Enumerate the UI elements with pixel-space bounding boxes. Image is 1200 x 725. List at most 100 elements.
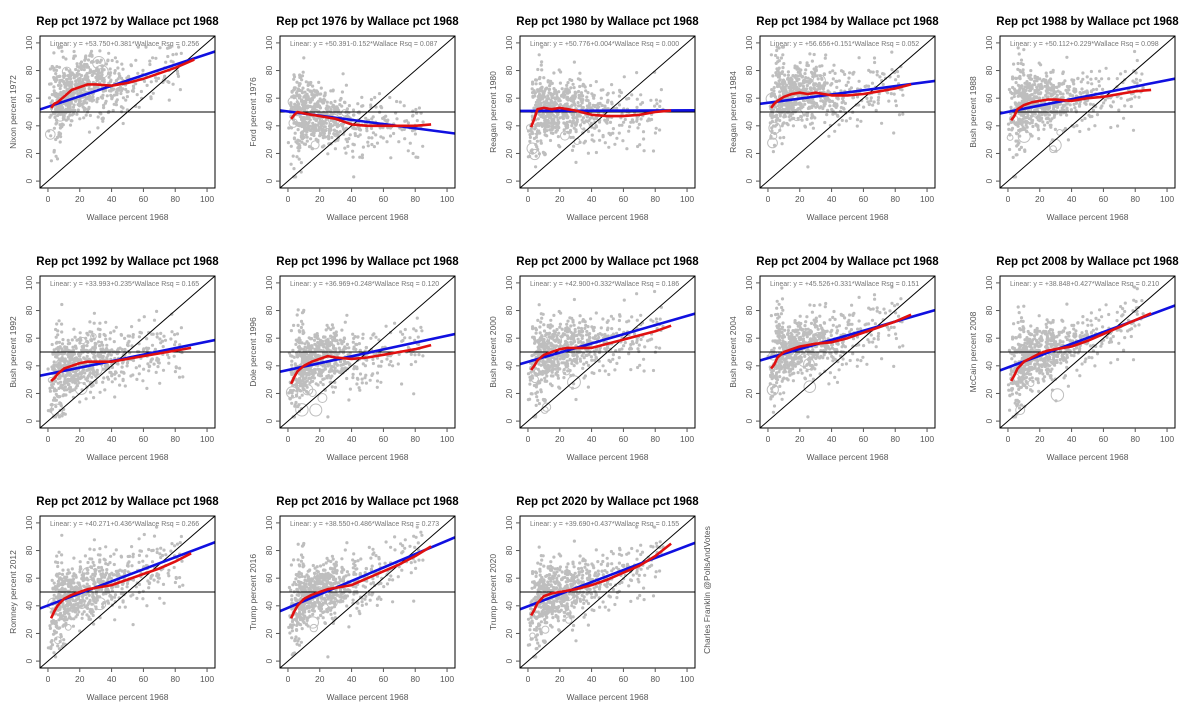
data-point [358, 156, 361, 159]
data-point [873, 61, 876, 64]
data-point [311, 96, 314, 99]
data-point [68, 114, 71, 117]
data-point [1022, 73, 1025, 76]
x-tick-label: 60 [859, 194, 869, 204]
data-point [531, 87, 534, 90]
data-point [1033, 83, 1036, 86]
data-point [783, 74, 786, 77]
data-point [96, 126, 99, 129]
data-point [311, 380, 314, 383]
plot-area [1000, 36, 1175, 188]
data-point [1025, 97, 1028, 100]
data-point [1086, 75, 1089, 78]
data-point [528, 383, 531, 386]
y-tick-label: 100 [984, 36, 994, 50]
data-point [851, 96, 854, 99]
data-point [545, 87, 548, 90]
data-point [60, 79, 63, 82]
data-point [1029, 74, 1032, 77]
data-point [543, 128, 546, 131]
data-point [559, 70, 562, 73]
data-point [290, 145, 293, 148]
data-point [145, 387, 148, 390]
data-point [858, 56, 861, 59]
y-axis-label: Bush percent 1988 [968, 76, 978, 148]
y-tick-label: 80 [264, 66, 274, 76]
data-point [543, 122, 546, 125]
data-point [140, 331, 143, 334]
data-point [69, 77, 72, 80]
data-point [584, 140, 587, 143]
chart-panel: Linear: y = +50.112+0.229*Wallace Rsq = … [968, 16, 1179, 222]
data-point [823, 103, 826, 106]
data-point [292, 155, 295, 158]
y-tick-label: 20 [984, 148, 994, 158]
data-point [660, 88, 663, 91]
data-point [97, 328, 100, 331]
data-point [302, 71, 305, 74]
panel-title: Rep pct 1988 by Wallace pct 1968 [996, 16, 1179, 28]
data-point [167, 362, 170, 365]
data-point [325, 107, 328, 110]
data-point [598, 121, 601, 124]
data-point [155, 310, 158, 313]
data-point [776, 56, 779, 59]
data-point [115, 326, 118, 329]
data-point [376, 379, 379, 382]
data-point [347, 346, 350, 349]
data-point [864, 85, 867, 88]
data-point [156, 335, 159, 338]
data-point [541, 86, 544, 89]
data-point [334, 386, 337, 389]
data-point [300, 108, 303, 111]
data-point [346, 145, 349, 148]
data-point [604, 141, 607, 144]
data-point [330, 136, 333, 139]
data-point [407, 346, 410, 349]
y-tick-label: 80 [24, 66, 34, 76]
data-point [64, 57, 67, 60]
data-point [587, 130, 590, 133]
x-axis-label: Wallace percent 1968 [87, 212, 169, 222]
data-point [342, 72, 345, 75]
data-point [1037, 128, 1040, 131]
data-point [132, 90, 135, 93]
data-point [413, 353, 416, 356]
data-point [82, 116, 85, 119]
panel-title: Rep pct 1984 by Wallace pct 1968 [756, 16, 939, 28]
data-point [293, 86, 296, 89]
data-point [306, 356, 309, 359]
data-point [1124, 70, 1127, 73]
data-point [592, 140, 595, 143]
data-point [813, 53, 816, 56]
data-point [369, 379, 372, 382]
data-point [128, 335, 131, 338]
data-point [585, 96, 588, 99]
data-point [348, 362, 351, 365]
data-point [781, 142, 784, 145]
data-point [1065, 56, 1068, 59]
data-point [1078, 130, 1081, 133]
data-point [366, 141, 369, 144]
data-point [310, 372, 313, 375]
data-point [421, 354, 424, 357]
data-point [297, 324, 300, 327]
x-tick-label: 80 [890, 194, 900, 204]
data-point [101, 97, 104, 100]
data-point [542, 151, 545, 154]
x-tick-label: 100 [440, 194, 454, 204]
data-point [340, 97, 343, 100]
data-point [417, 353, 420, 356]
data-point [322, 144, 325, 147]
data-point [820, 78, 823, 81]
data-point [862, 106, 865, 109]
data-point [818, 82, 821, 85]
data-point [110, 97, 113, 100]
data-point [835, 103, 838, 106]
data-point [536, 68, 539, 71]
data-point [323, 99, 326, 102]
data-point [106, 94, 109, 97]
data-point [320, 369, 323, 372]
data-point [109, 74, 112, 77]
data-point [122, 378, 125, 381]
